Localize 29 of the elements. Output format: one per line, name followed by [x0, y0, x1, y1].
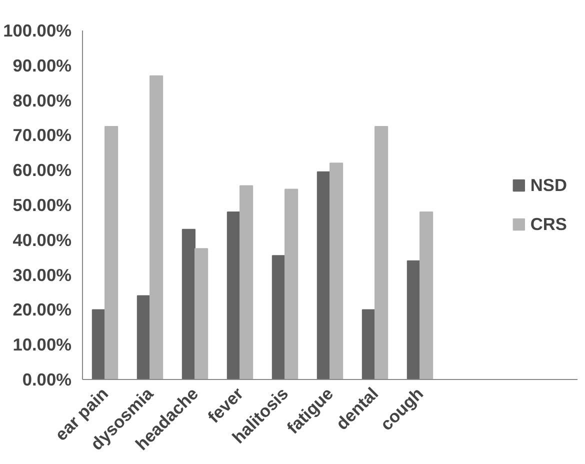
- bar: [316, 171, 330, 380]
- y-tick-label: 10.00%: [12, 334, 72, 355]
- legend-label: CRS: [530, 214, 567, 234]
- y-tick-label: 0.00%: [22, 370, 72, 390]
- bar: [284, 188, 298, 380]
- bar: [374, 126, 388, 380]
- y-tick-label: 50.00%: [12, 195, 72, 215]
- y-tick-label: 40.00%: [12, 230, 72, 250]
- bar: [406, 260, 420, 380]
- y-tick-label: 80.00%: [12, 90, 72, 110]
- y-tick-label: 30.00%: [12, 264, 72, 285]
- bar: [272, 255, 286, 380]
- bar: [104, 126, 118, 380]
- bar: [136, 295, 150, 380]
- y-tick-label: 90.00%: [12, 55, 72, 76]
- bar: [92, 309, 106, 380]
- y-tick-label: 20.00%: [12, 300, 72, 320]
- bar: [420, 211, 434, 380]
- y-tick-label: 70.00%: [12, 125, 72, 146]
- bar: [362, 309, 376, 380]
- bar: [240, 185, 254, 380]
- y-tick-label: 100.00%: [3, 20, 72, 40]
- bar: [330, 162, 344, 380]
- legend-label: NSD: [530, 174, 567, 196]
- y-tick-label: 60.00%: [12, 160, 72, 180]
- bar: [150, 75, 164, 380]
- bar: [182, 228, 196, 380]
- bar: [226, 211, 240, 380]
- bar: [194, 248, 208, 380]
